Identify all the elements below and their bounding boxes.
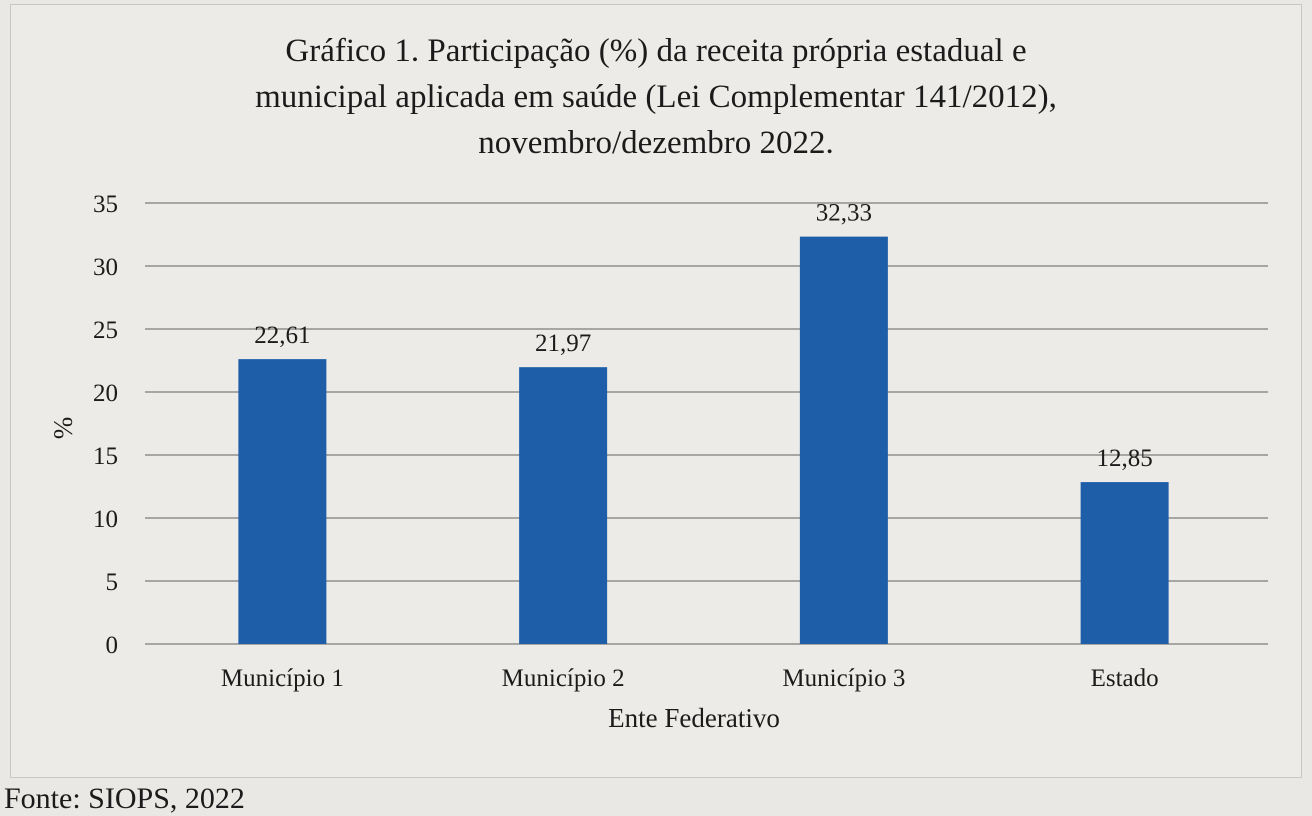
x-tick-label-1: Município 1 [221, 665, 344, 692]
y-tick-label-2: 10 [93, 506, 118, 533]
chart-title-line-1: Gráfico 1. Participação (%) da receita p… [285, 33, 1027, 69]
x-tick-label-3: Município 3 [782, 665, 905, 692]
chart-title: Gráfico 1. Participação (%) da receita p… [0, 28, 1312, 166]
chart-frame [10, 4, 1302, 778]
y-axis-label: % [48, 417, 78, 440]
bar-3 [799, 236, 888, 644]
data-label-2: 21,97 [535, 330, 591, 357]
chart-title-line-3: novembro/dezembro 2022. [478, 125, 834, 161]
y-tick-label-0: 0 [106, 632, 119, 659]
y-tick-label-3: 15 [93, 443, 118, 470]
chart-title-line-2: municipal aplicada em saúde (Lei Complem… [255, 79, 1057, 115]
y-tick-label-4: 20 [93, 380, 118, 407]
y-tick-label-7: 35 [93, 191, 118, 218]
x-axis-label: Ente Federativo [608, 703, 780, 733]
data-label-4: 12,85 [1097, 445, 1153, 472]
data-label-1: 22,61 [254, 322, 310, 349]
bar-4 [1080, 482, 1169, 644]
x-tick-label-2: Município 2 [502, 665, 625, 692]
data-label-3: 32,33 [816, 200, 872, 227]
source-note: Fonte: SIOPS, 2022 [4, 782, 245, 815]
y-tick-label-6: 30 [93, 254, 118, 281]
x-tick-label-4: Estado [1091, 665, 1159, 692]
y-tick-label-5: 25 [93, 317, 118, 344]
bar-1 [238, 359, 327, 644]
bar-2 [519, 367, 608, 644]
y-tick-label-1: 5 [106, 569, 119, 596]
